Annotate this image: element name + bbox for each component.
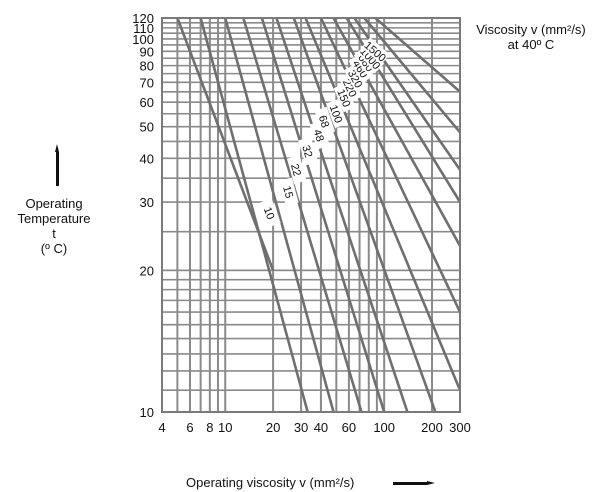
y-tick-label: 80 [140,59,154,74]
x-tick-label: 20 [266,420,280,435]
y-tick-label: 100 [132,32,154,47]
series-label-15: 15 [280,185,295,200]
x-tick-label: 40 [314,420,328,435]
series-lines [176,18,460,412]
series-line-220 [319,18,460,313]
series-label-bg [279,177,299,207]
series-line-150 [304,18,460,391]
legend-title: Viscosity v (mm²/s) at 40º C [466,22,596,52]
y-tick-label: 20 [140,263,154,278]
y-axis-label-line: (º C) [40,241,68,256]
x-tick-label: 4 [158,420,165,435]
series-label-bg [259,198,281,228]
x-tick-label: 10 [218,420,232,435]
series-line-22 [223,18,335,412]
y-tick-label: 70 [140,75,154,90]
series-label-bg [287,155,307,184]
series-line-48 [260,18,386,412]
x-tick-label: 100 [373,420,395,435]
series-label-bg [309,120,330,150]
series-line-1500 [374,18,460,93]
right-arrow-icon [393,481,435,485]
x-tick-label: 200 [421,420,443,435]
series-line-15 [199,18,309,412]
series-label-bg [298,136,319,166]
x-tick-labels: 4 6 8 10 20 30 40 60 100 200 300 [158,420,470,435]
series-line-1000 [363,18,460,134]
plot-frame [161,17,461,413]
y-axis-label-line: t [52,226,56,241]
series-label-bg [326,99,348,129]
legend-title-line: at 40º C [507,37,555,52]
y-tick-label: 90 [140,44,154,59]
x-tick-label: 8 [206,420,213,435]
series-label-22: 22 [288,163,303,178]
y-tick-label: 40 [140,151,154,166]
series-line-100 [292,18,437,412]
y-tick-label: 120 [132,11,154,26]
y-axis-label-line: Operating [25,196,83,211]
series-label-bg [361,37,390,65]
y-tick-label: 110 [133,21,154,36]
series-label-bg [339,73,362,103]
y-tick-label: 30 [140,195,154,210]
series-line-68 [275,18,409,412]
series-label-bg [343,63,368,94]
series-label-10: 10 [261,206,277,222]
series-label-32: 32 [299,144,314,159]
series-label-bg [333,83,356,113]
series-label-bg [357,43,385,73]
series-label-68: 68 [316,114,331,129]
x-tick-label: 6 [186,420,193,435]
series-label-100: 100 [327,103,345,124]
x-axis-label: Operating viscosity v (mm²/s) [186,475,355,490]
y-tick-label: 60 [140,95,154,110]
x-tick-label: 60 [342,420,356,435]
series-line-32 [242,18,363,412]
series-label-bg [314,106,336,136]
legend-title-line: Viscosity v (mm²/s) [476,22,586,37]
y-tick-label: 50 [140,120,154,135]
up-arrow-icon [55,144,59,186]
x-tick-label: 300 [449,420,471,435]
y-tick-label: 10 [140,405,154,420]
y-axis-label: Operating Temperature t (º C) [0,196,108,256]
y-axis-label-line: Temperature [17,211,91,226]
x-tick-label: 30 [294,420,308,435]
series-label-bg [348,54,374,83]
